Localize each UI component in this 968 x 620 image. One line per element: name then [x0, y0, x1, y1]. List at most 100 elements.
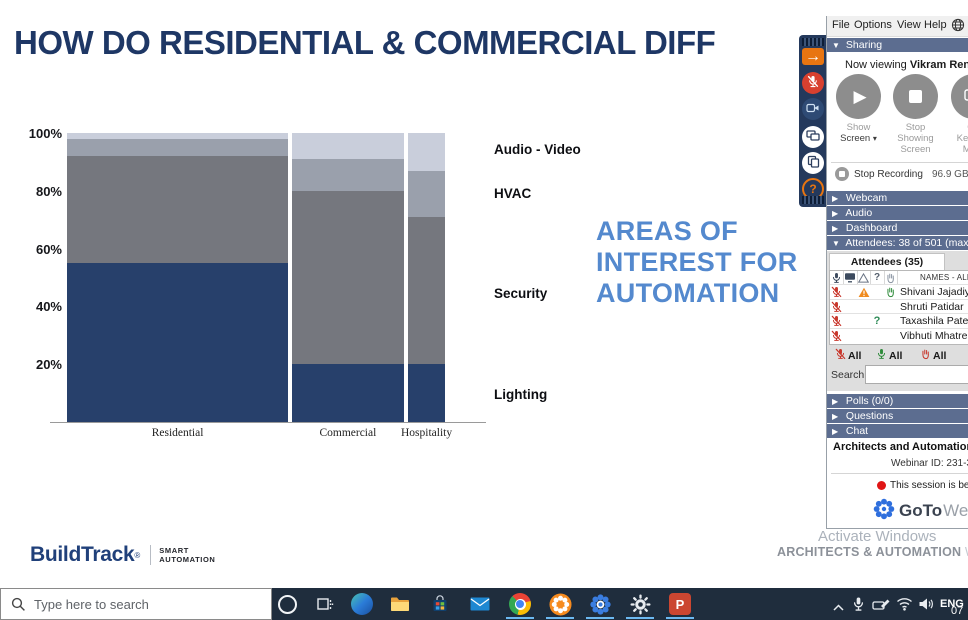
cortana-icon[interactable] — [273, 592, 301, 616]
mute-button[interactable] — [802, 72, 824, 94]
language-indicator[interactable]: ENG — [940, 598, 964, 610]
names-header[interactable]: NAMES - ALPHABETICAL — [920, 273, 968, 282]
tray-microphone-icon[interactable] — [852, 596, 865, 617]
record-stop-icon — [835, 167, 849, 181]
collapse-panel-button[interactable]: → — [802, 48, 824, 65]
clock[interactable]: 07 — [951, 605, 964, 617]
mute-all-button[interactable]: All — [835, 348, 861, 363]
camera-icon — [806, 102, 820, 117]
give-keyboard-mouse-button[interactable] — [951, 74, 968, 119]
recording-dot-icon — [877, 481, 886, 490]
menu-view[interactable]: View — [897, 19, 921, 31]
menu-file[interactable]: File — [832, 19, 850, 31]
warning-icon — [857, 315, 870, 327]
store-icon[interactable] — [426, 592, 454, 616]
running-indicator — [666, 617, 694, 619]
screen-column-icon[interactable] — [844, 271, 858, 284]
triangle-right-icon: ▶ — [832, 209, 839, 218]
raised-hand-icon — [884, 330, 897, 342]
stop-showing-button[interactable] — [893, 74, 938, 119]
section-webcam[interactable]: ▶ Webcam — [827, 191, 968, 205]
attendee-row[interactable]: Vibhuti Mhatre — [830, 327, 968, 344]
give-control-label: Give Keyboard Mouse — [956, 122, 968, 155]
webinar-id: Webinar ID: 231-384 — [891, 458, 968, 469]
brand-name: BuildTrack — [30, 543, 135, 566]
taskbar-search-box[interactable]: Type here to search — [0, 588, 272, 620]
logo-divider — [150, 545, 152, 565]
stop-showing-label: Stop Showing Screen — [897, 122, 934, 155]
section-dashboard[interactable]: ▶ Dashboard — [827, 221, 968, 235]
side-heading-line: AUTOMATION — [596, 278, 780, 308]
segment-lighting — [407, 364, 446, 422]
side-heading: AREAS OF INTEREST FOR AUTOMATION — [596, 216, 798, 309]
now-viewing-text: Now viewing Vikram Renake — [845, 59, 968, 71]
file-explorer-icon[interactable] — [386, 592, 414, 616]
mic-column-icon[interactable] — [830, 271, 844, 284]
section-sharing[interactable]: ▼ Sharing — [827, 38, 968, 52]
volume-icon[interactable] — [918, 597, 935, 616]
triangle-down-icon: ▼ — [832, 41, 840, 50]
task-view-icon[interactable] — [311, 592, 339, 616]
gotowebinar-logo: GoToWebinar — [873, 498, 968, 523]
section-attendees[interactable]: ▼ Attendees: 38 of 501 (max) — [827, 236, 968, 250]
mail-icon[interactable] — [466, 592, 494, 616]
section-polls[interactable]: ▶ Polls (0/0) — [827, 394, 968, 408]
attendee-screen-cell — [844, 330, 857, 342]
attendee-row[interactable]: Shruti Patidar — [830, 298, 968, 315]
chevron-down-icon: ▾ — [872, 134, 877, 143]
category-label: Hospitality — [400, 427, 453, 439]
tray-pen-icon[interactable] — [872, 598, 890, 616]
goto-grab-tab[interactable]: → ? — [799, 35, 827, 207]
grab-tab-grip[interactable] — [802, 196, 824, 204]
menu-options[interactable]: Options — [854, 19, 892, 31]
segment-hvac — [292, 159, 404, 191]
warning-column-icon[interactable] — [857, 271, 871, 284]
grab-tab-grip[interactable] — [802, 38, 824, 46]
wifi-icon[interactable] — [896, 597, 913, 616]
segment-audio-video — [292, 133, 404, 159]
category-label: Residential — [151, 427, 204, 439]
section-questions[interactable]: ▶ Questions — [827, 409, 968, 423]
settings-icon[interactable] — [626, 592, 654, 616]
search-icon — [11, 597, 26, 612]
running-indicator — [546, 617, 574, 619]
attendee-search-input[interactable] — [865, 365, 968, 384]
globe-icon[interactable] — [951, 18, 965, 35]
copy-pages-button[interactable] — [802, 152, 824, 174]
attendee-row[interactable]: ? Taxashila Patel — [830, 313, 968, 329]
hand-icon — [920, 348, 931, 363]
warning-icon — [857, 301, 870, 313]
show-screen-button[interactable]: ▶ — [836, 74, 881, 119]
hand-column-icon[interactable] — [884, 271, 898, 284]
recording-remaining: 96.9 GB remaining — [931, 168, 968, 180]
attendee-name: Taxashila Patel — [900, 315, 968, 327]
menu-help[interactable]: Help — [924, 19, 947, 31]
segment-name-label: HVAC — [494, 186, 532, 201]
edge-icon[interactable] — [348, 592, 376, 616]
question-column-icon[interactable]: ? — [871, 271, 885, 284]
gotomeeting-icon[interactable] — [546, 592, 574, 616]
webcam-button[interactable] — [802, 98, 824, 120]
lower-all-hands-button[interactable]: All — [920, 348, 946, 363]
question-icon: ? — [809, 182, 817, 196]
show-screen-label[interactable]: Show Screen ▾ — [840, 122, 877, 144]
stop-recording-row[interactable]: Stop Recording 96.9 GB remaining — [835, 167, 968, 181]
attendees-tab[interactable]: Attendees (35) — [829, 253, 945, 270]
powerpoint-icon[interactable]: P — [666, 592, 694, 616]
section-chat[interactable]: ▶ Chat — [827, 424, 968, 438]
raised-hand-icon — [884, 286, 897, 298]
chevron-up-icon[interactable] — [832, 599, 845, 617]
segment-name-label: Security — [494, 286, 548, 301]
gotowebinar-icon[interactable] — [586, 592, 614, 616]
attendees-table: ? NAMES - ALPHABETICAL Shivani Jajadiya Sh… — [829, 270, 968, 345]
unmute-all-button[interactable]: All — [876, 348, 902, 363]
triangle-right-icon: ▶ — [832, 427, 839, 436]
attendee-row[interactable]: Shivani Jajadiya — [830, 284, 968, 300]
screen-share-button[interactable] — [802, 126, 824, 148]
chrome-icon[interactable] — [506, 592, 534, 616]
segment-lighting — [67, 263, 289, 422]
side-heading-line: AREAS OF — [596, 216, 738, 246]
attendee-name: Vibhuti Mhatre — [900, 329, 968, 342]
section-audio[interactable]: ▶ Audio — [827, 206, 968, 220]
play-icon: ▶ — [853, 86, 867, 106]
